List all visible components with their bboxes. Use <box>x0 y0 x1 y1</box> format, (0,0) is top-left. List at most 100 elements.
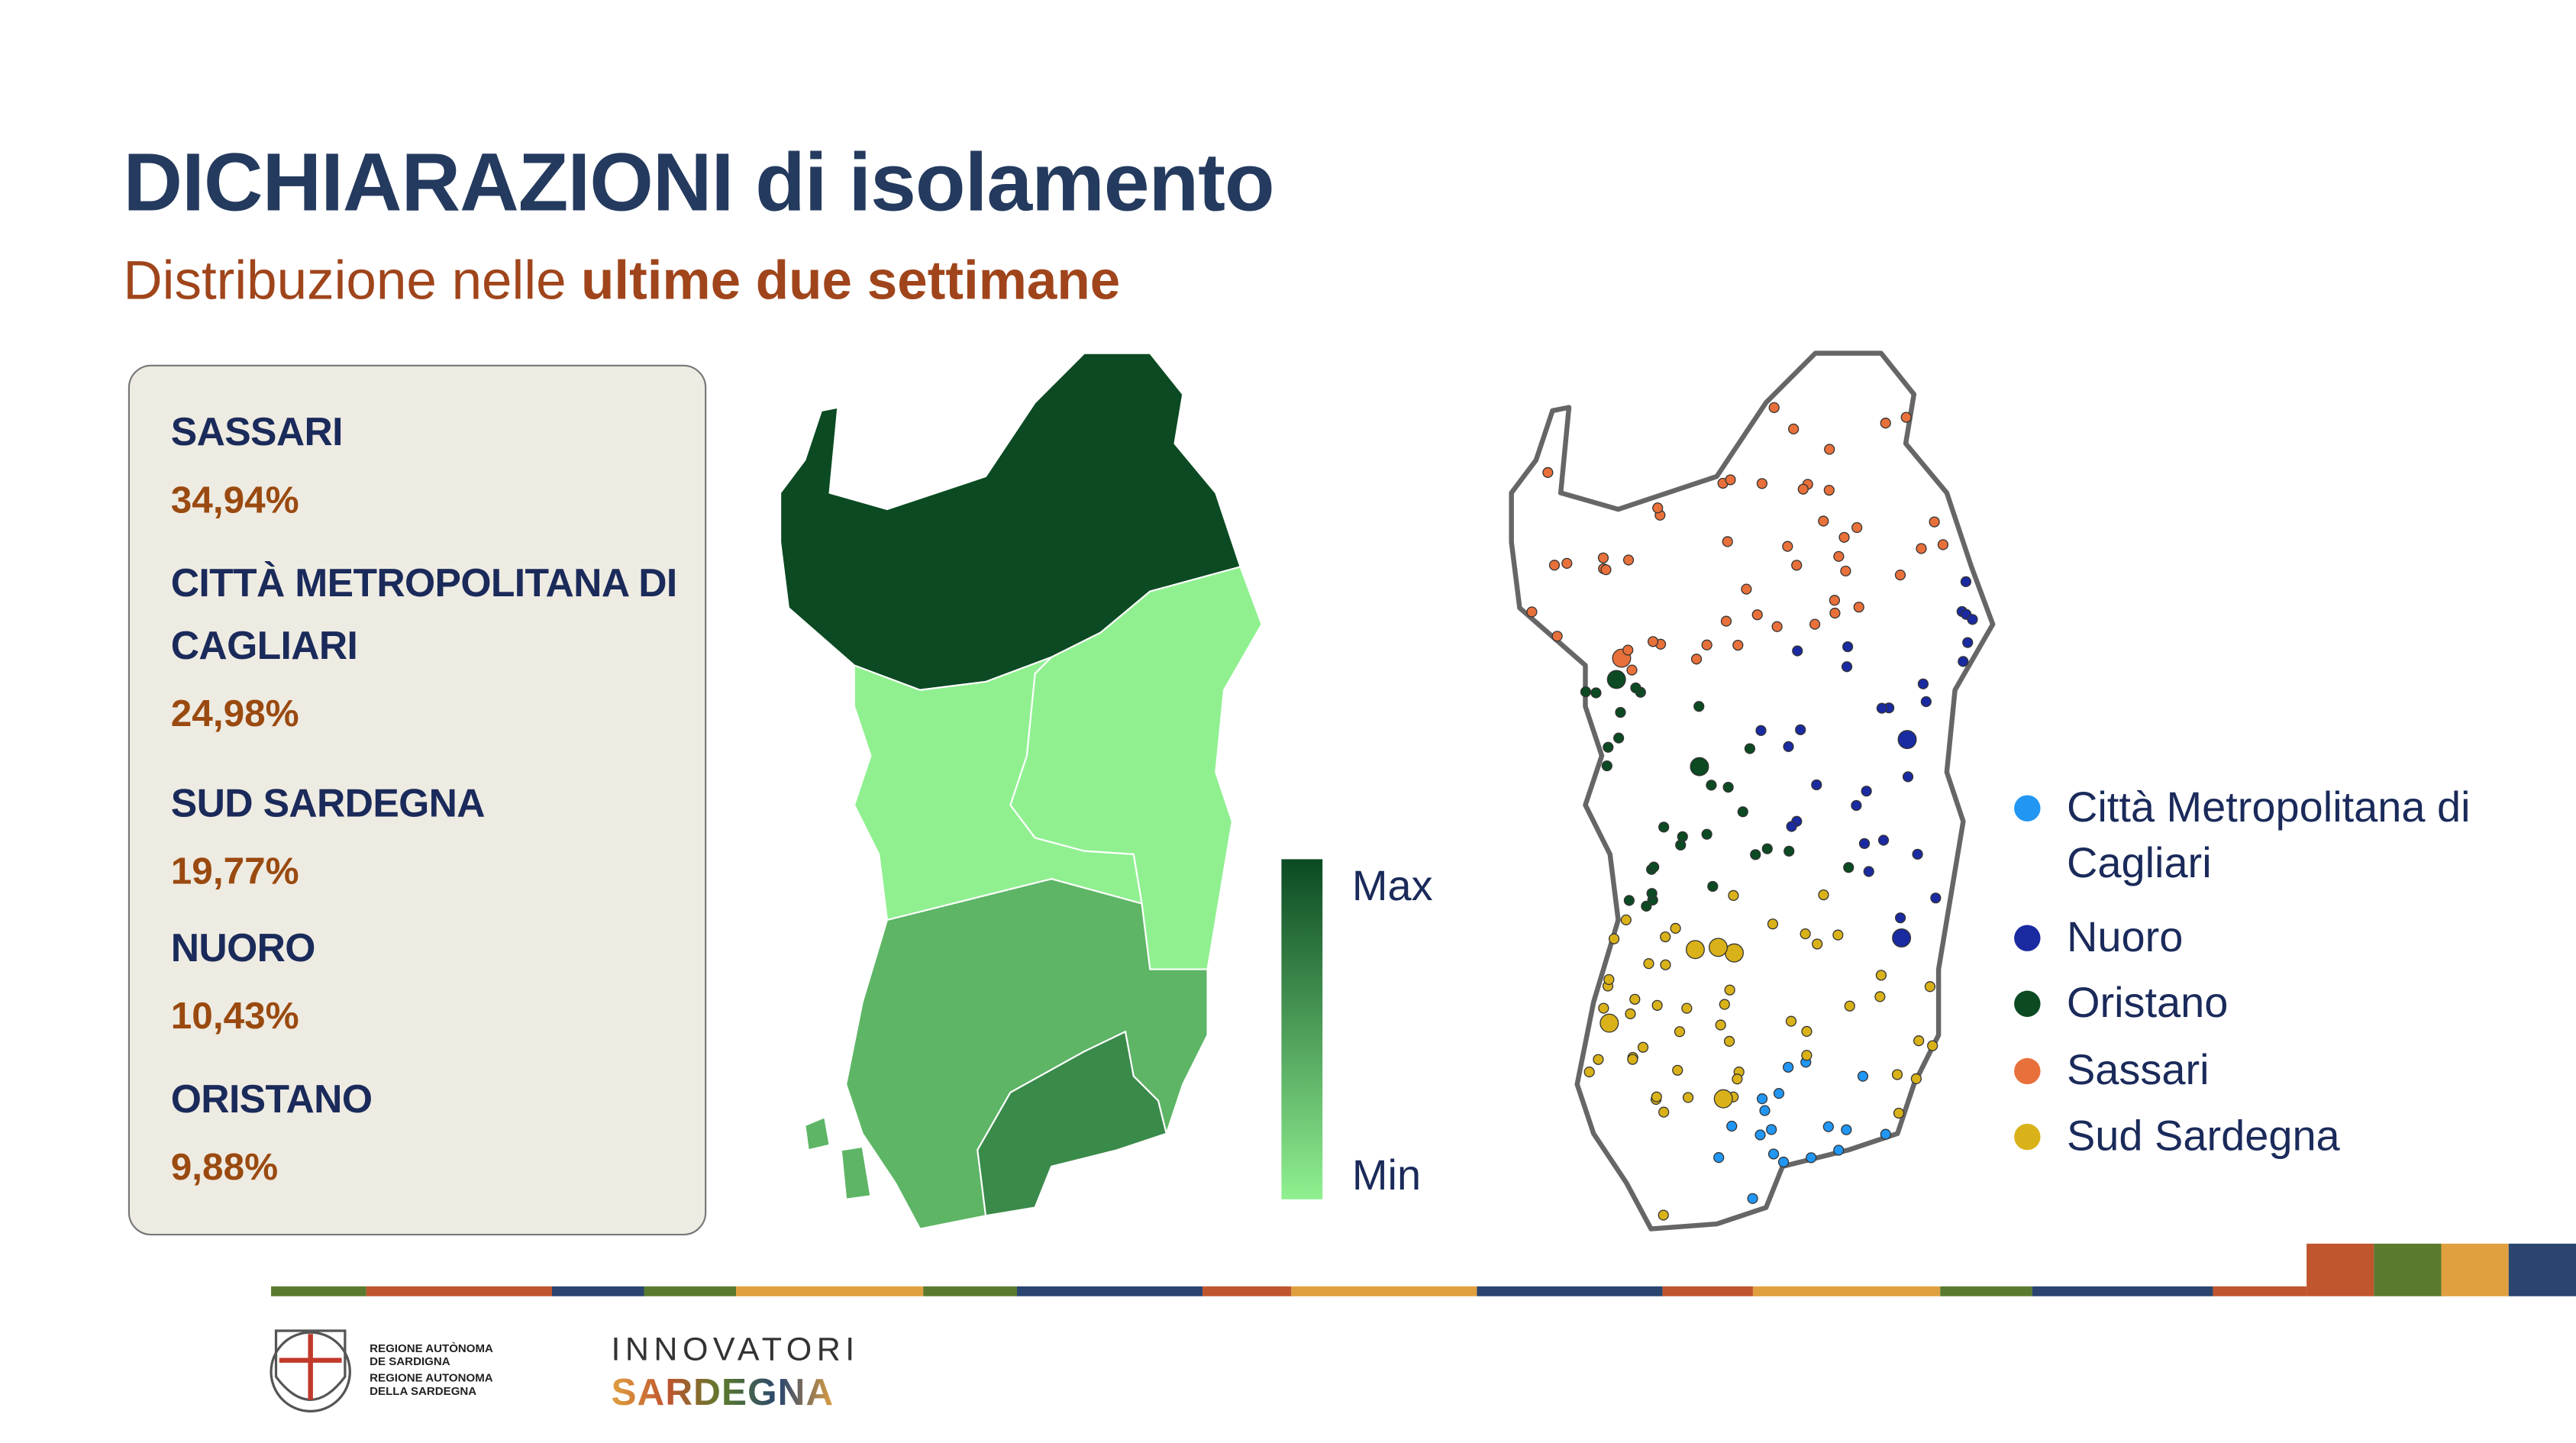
municipality-dot <box>1795 724 1806 735</box>
municipality-dot <box>1706 780 1717 791</box>
municipality-dot <box>1620 914 1632 925</box>
municipality-dot <box>1876 702 1887 714</box>
municipality-dot <box>1759 1105 1771 1116</box>
municipality-dot <box>1927 1040 1938 1051</box>
island <box>840 1145 872 1201</box>
municipality-dot <box>1891 1069 1903 1080</box>
municipality-dot <box>1844 1000 1855 1012</box>
summary-item: NUORO 10,43% <box>171 918 705 1050</box>
municipality-dot <box>1792 645 1803 657</box>
municipality-dot <box>1724 984 1735 996</box>
municipality-dot <box>1840 565 1851 577</box>
municipality-dot <box>1894 570 1906 581</box>
island <box>804 1115 831 1151</box>
region-logo-line: REGIONE AUTONOMA <box>370 1373 493 1385</box>
municipality-dot <box>1652 502 1664 514</box>
municipality-dot <box>1643 958 1654 970</box>
municipality-dot <box>1551 631 1563 642</box>
municipality-dot <box>1707 880 1719 893</box>
municipality-dot <box>1756 478 1767 489</box>
municipality-dot <box>1857 1070 1869 1082</box>
area-share: 34,94% <box>170 478 299 521</box>
municipality-dot <box>1791 560 1803 571</box>
scale-max: Max <box>1351 860 1433 911</box>
municipality-dot <box>1747 1193 1758 1204</box>
municipality-dot <box>1593 1054 1604 1065</box>
municipality-dot <box>1880 1128 1891 1140</box>
municipality-dot <box>1875 970 1887 981</box>
municipality-dot <box>1880 418 1891 429</box>
municipality-dot <box>1600 1013 1619 1033</box>
crest <box>270 1329 351 1413</box>
legend-label: Oristano <box>2066 977 2229 1027</box>
municipality-dot <box>1750 849 1761 860</box>
municipality-dot <box>1637 1041 1649 1053</box>
municipality-dot <box>1681 1002 1693 1014</box>
municipality-dot <box>1777 1156 1790 1168</box>
municipality-dot <box>1625 1008 1636 1020</box>
municipality-dot <box>1801 1050 1813 1061</box>
legend-marker <box>2014 990 2041 1017</box>
municipality-dot <box>1629 993 1641 1005</box>
municipality-dot <box>1829 607 1841 619</box>
area-name: SUD SARDEGNA <box>170 782 486 827</box>
municipality-dot <box>1913 1035 1925 1047</box>
municipality-dot <box>1613 732 1625 744</box>
municipality-dot <box>1841 1124 1852 1135</box>
brand-line2: SARDEGNA <box>611 1370 834 1415</box>
municipality-dot <box>1806 1152 1817 1164</box>
municipality-dot <box>1829 595 1840 606</box>
municipality-dot <box>1606 670 1626 689</box>
region-logo-line: DE SARDIGNA <box>370 1357 450 1369</box>
municipality-dot <box>1646 888 1658 899</box>
area-name: NUORO <box>170 926 316 971</box>
municipality-dot <box>1785 1015 1797 1027</box>
municipality-dot <box>1851 799 1862 812</box>
municipality-dot <box>1583 1066 1595 1078</box>
municipality-dot <box>1737 806 1748 818</box>
municipality-dot <box>1960 576 1972 588</box>
title: DICHIARAZIONI di isolamento <box>123 136 1274 229</box>
municipality-dot <box>1675 839 1687 851</box>
municipality-dot <box>1709 938 1728 957</box>
municipality-dot <box>1842 641 1854 653</box>
municipality-dot <box>1597 552 1609 563</box>
municipality-dot <box>1910 1073 1922 1085</box>
municipality-dot <box>1728 889 1739 901</box>
municipality-dot <box>1682 1092 1694 1103</box>
municipality-dot <box>1690 654 1703 665</box>
municipality-dot <box>1767 1148 1780 1160</box>
municipality-dot <box>1782 541 1793 552</box>
municipality-dot <box>1647 636 1659 647</box>
municipality-dot <box>1724 943 1744 963</box>
municipality-dot <box>1660 931 1671 943</box>
municipality-dot <box>1690 757 1709 776</box>
municipality-dot <box>1701 639 1712 650</box>
municipality-dot <box>1580 686 1592 698</box>
municipality-dot <box>1658 1209 1669 1221</box>
municipality-dot <box>1967 614 1978 625</box>
municipality-dot <box>1833 550 1845 562</box>
municipality-dot <box>1833 1144 1845 1156</box>
municipality-dot <box>1732 639 1744 651</box>
municipality-dot <box>1722 781 1734 793</box>
municipality-dot <box>1843 862 1855 873</box>
subtitle-text: Distribuzione nelle <box>123 250 567 311</box>
municipality-dot <box>1962 637 1974 648</box>
municipality-dot <box>1672 1064 1683 1076</box>
summary-item: SUD SARDEGNA 19,77% <box>171 773 705 905</box>
municipality-dot <box>1627 1054 1638 1065</box>
municipality-dot <box>1755 725 1767 736</box>
municipality-dot <box>1713 1089 1733 1109</box>
subtitle-emphasis: ultime due settimane <box>580 250 1121 311</box>
municipality-dot <box>1897 730 1917 750</box>
municipality-dot <box>1725 474 1736 486</box>
municipality-dot <box>1722 536 1733 547</box>
municipality-dot <box>1598 1002 1609 1014</box>
municipality-dot <box>1561 557 1573 569</box>
dot-layer <box>1526 402 1978 1221</box>
municipality-dot <box>1542 466 1554 478</box>
